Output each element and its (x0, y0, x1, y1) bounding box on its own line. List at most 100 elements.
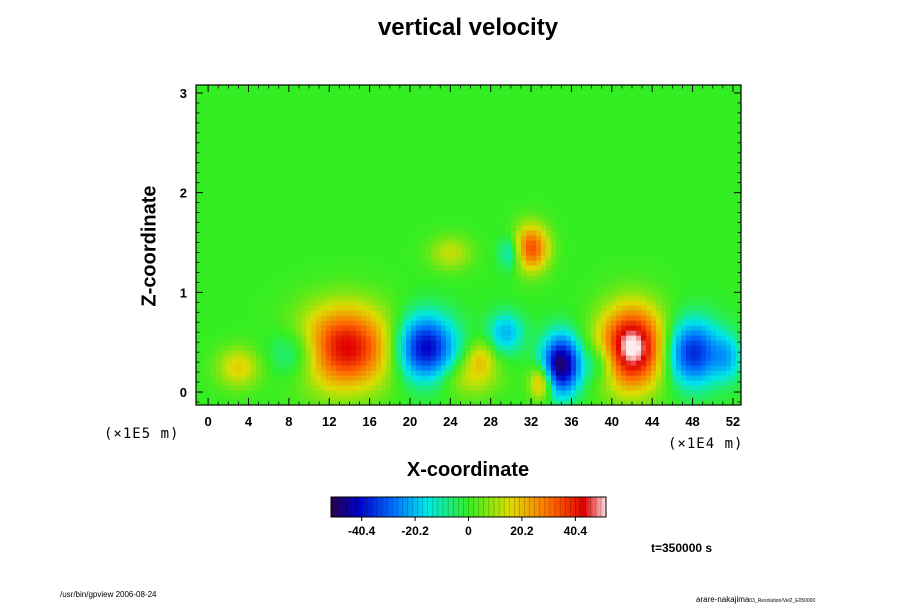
heatmap-cell (216, 305, 222, 311)
heatmap-cell (466, 395, 472, 401)
heatmap-cell (281, 365, 287, 371)
heatmap-cell (441, 375, 447, 381)
heatmap-cell (386, 230, 392, 236)
heatmap-cell (331, 375, 337, 381)
heatmap-cell (576, 255, 582, 261)
heatmap-cell (471, 180, 477, 186)
heatmap-cell (646, 215, 652, 221)
heatmap-cell (636, 220, 642, 226)
heatmap-cell (561, 200, 567, 206)
heatmap-cell (711, 385, 717, 391)
heatmap-cell (496, 295, 502, 301)
heatmap-cell (256, 385, 262, 391)
heatmap-cell (656, 375, 662, 381)
heatmap-cell (406, 340, 412, 346)
heatmap-cell (696, 330, 702, 336)
heatmap-cell (406, 370, 412, 376)
heatmap-cell (701, 345, 707, 351)
heatmap-cell (341, 335, 347, 341)
heatmap-cell (646, 230, 652, 236)
heatmap-cell (591, 400, 597, 405)
heatmap-cell (661, 265, 667, 271)
heatmap-cell (581, 330, 587, 336)
heatmap-cell (431, 245, 437, 251)
heatmap-cell (331, 370, 337, 376)
heatmap-cell (526, 365, 532, 371)
heatmap-cell (371, 370, 377, 376)
heatmap-cell (416, 220, 422, 226)
heatmap-cell (361, 200, 367, 206)
heatmap-cell (596, 190, 602, 196)
heatmap-cell (271, 330, 277, 336)
heatmap-cell (671, 255, 677, 261)
heatmap-cell (236, 320, 242, 326)
heatmap-cell (356, 290, 362, 296)
heatmap-cell (661, 400, 667, 405)
heatmap-cell (411, 210, 417, 216)
heatmap-cell (251, 310, 257, 316)
heatmap-cell (486, 390, 492, 396)
heatmap-cell (576, 210, 582, 216)
heatmap-cell (326, 230, 332, 236)
heatmap-cell (271, 205, 277, 211)
heatmap-cell (421, 330, 427, 336)
heatmap-cell (386, 180, 392, 186)
heatmap-cell (546, 320, 552, 326)
heatmap-cell (516, 285, 522, 291)
heatmap-cell (211, 220, 217, 226)
heatmap-cell (291, 270, 297, 276)
heatmap-cell (316, 180, 322, 186)
heatmap-cell (731, 215, 737, 221)
heatmap-cell (561, 280, 567, 286)
heatmap-cell (346, 265, 352, 271)
heatmap-cell (396, 285, 402, 291)
heatmap-cell (726, 290, 732, 296)
heatmap-cell (506, 385, 512, 391)
heatmap-cell (361, 390, 367, 396)
heatmap-cell (201, 340, 207, 346)
heatmap-cell (681, 250, 687, 256)
heatmap-cell (696, 245, 702, 251)
heatmap-cell (736, 245, 741, 251)
heatmap-cell (246, 320, 252, 326)
heatmap-cell (611, 290, 617, 296)
heatmap-cell (421, 285, 427, 291)
heatmap-cell (391, 205, 397, 211)
heatmap-cell (346, 305, 352, 311)
heatmap-cell (281, 250, 287, 256)
heatmap-cell (701, 265, 707, 271)
heatmap-cell (561, 195, 567, 201)
heatmap-cell (516, 385, 522, 391)
heatmap-cell (671, 340, 677, 346)
heatmap-cell (721, 245, 727, 251)
heatmap-cell (361, 310, 367, 316)
heatmap-cell (536, 305, 542, 311)
heatmap-cell (441, 270, 447, 276)
heatmap-cell (671, 375, 677, 381)
heatmap-cell (491, 380, 497, 386)
heatmap-cell (386, 370, 392, 376)
heatmap-cell (416, 230, 422, 236)
heatmap-cell (391, 175, 397, 181)
heatmap-cell (281, 190, 287, 196)
heatmap-cell (351, 375, 357, 381)
heatmap-cell (221, 205, 227, 211)
heatmap-cell (521, 325, 527, 331)
heatmap-cell (221, 320, 227, 326)
heatmap-cell (436, 285, 442, 291)
heatmap-cell (231, 230, 237, 236)
heatmap-cell (556, 260, 562, 266)
heatmap-cell (671, 195, 677, 201)
heatmap-cell (641, 250, 647, 256)
heatmap-cell (576, 215, 582, 221)
heatmap-cell (246, 305, 252, 311)
heatmap-cell (691, 200, 697, 206)
heatmap-cell (531, 350, 537, 356)
heatmap-cell (406, 395, 412, 401)
heatmap-cell (471, 335, 477, 341)
heatmap-cell (486, 260, 492, 266)
heatmap-cell (251, 300, 257, 306)
heatmap-cell (306, 265, 312, 271)
heatmap-cell (666, 295, 672, 301)
heatmap-cell (711, 285, 717, 291)
